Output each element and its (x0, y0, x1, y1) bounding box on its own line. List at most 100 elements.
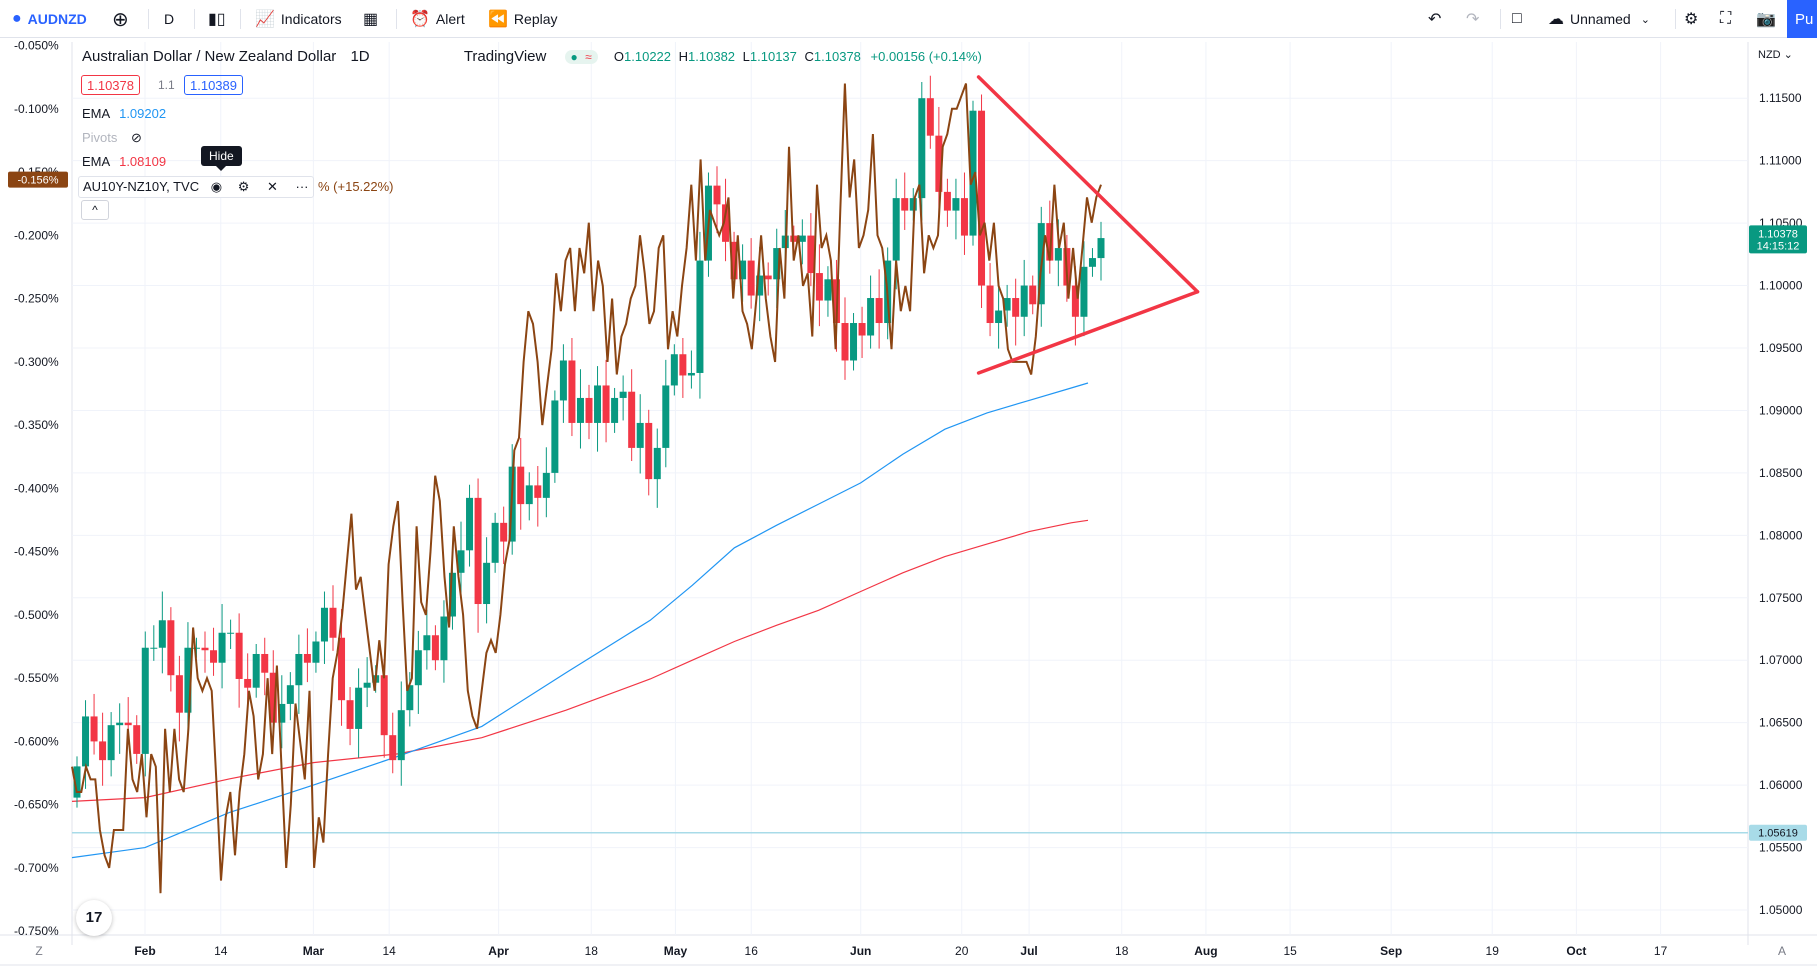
symbol-search-button[interactable]: ● AUDNZD (12, 0, 87, 38)
candle-body[interactable] (175, 675, 183, 713)
candle-body[interactable] (141, 647, 149, 754)
candle-body[interactable] (312, 641, 320, 663)
market-status-badge[interactable]: ● ≈ (564, 50, 598, 64)
candle-body[interactable] (841, 323, 849, 361)
candle-body[interactable] (448, 572, 456, 617)
candle-body[interactable] (576, 397, 584, 423)
legend-ema-blue[interactable]: EMA 1.09202 (82, 106, 167, 121)
candle-body[interactable] (90, 716, 98, 742)
layout-menu-button[interactable]: ☁ Unnamed ⌄ (1548, 0, 1656, 38)
tradingview-logo[interactable]: 17 (76, 900, 112, 936)
candle-body[interactable] (670, 354, 678, 386)
settings-button[interactable]: ⚙ (1684, 0, 1704, 38)
buy-price-button[interactable]: 1.10389 (184, 75, 243, 95)
legend-pivots[interactable]: Pivots ⊘ (82, 130, 142, 145)
triangle-drawing[interactable] (976, 75, 1200, 375)
candle-body[interactable] (1088, 258, 1096, 267)
candle-body[interactable] (363, 682, 371, 688)
candle-body[interactable] (355, 687, 363, 729)
candle-body[interactable] (739, 260, 747, 280)
candle-body[interactable] (602, 385, 610, 423)
candle-body[interactable] (252, 653, 260, 688)
candle-body[interactable] (636, 422, 644, 448)
triangle-trendline[interactable] (976, 290, 1200, 375)
legend-ema-red[interactable]: EMA 1.08109 (82, 154, 167, 169)
candle-body[interactable] (542, 472, 550, 498)
candle-body[interactable] (116, 722, 124, 726)
interval-button[interactable]: D (164, 0, 174, 38)
fullscreen-square-button[interactable]: □ (1512, 0, 1528, 38)
candle-body[interactable] (414, 650, 422, 686)
candle-body[interactable] (628, 391, 636, 448)
candle-body[interactable] (483, 562, 491, 605)
ema-blue-line[interactable] (71, 382, 1089, 859)
ema-red-line[interactable] (71, 519, 1089, 802)
right-price-axis[interactable]: 1.115001.110001.105001.100001.095001.090… (1758, 49, 1803, 917)
candle-body[interactable] (320, 607, 328, 642)
candle-body[interactable] (133, 725, 141, 754)
candle-body[interactable] (790, 235, 798, 242)
candle-body[interactable] (756, 275, 764, 296)
redo-button[interactable]: ↷ (1466, 0, 1485, 38)
candle-body[interactable] (466, 497, 474, 551)
gear-icon[interactable]: ⚙ (237, 179, 250, 194)
sell-price-button[interactable]: 1.10378 (81, 75, 140, 95)
candle-body[interactable] (380, 675, 388, 736)
candle-body[interactable] (244, 678, 252, 688)
timezone-button[interactable]: Z (35, 944, 42, 958)
candle-body[interactable] (559, 360, 567, 401)
indicators-button[interactable]: 📈 Indicators (255, 0, 342, 38)
candle-body[interactable] (1003, 298, 1011, 311)
compare-series-line[interactable] (71, 83, 1102, 894)
snapshot-button[interactable]: 📷 (1756, 0, 1782, 38)
candle-body[interactable] (73, 766, 81, 798)
candle-body[interactable] (978, 110, 986, 286)
candle-body[interactable] (858, 323, 866, 336)
candle-body[interactable] (918, 98, 926, 199)
candle-body[interactable] (764, 275, 772, 280)
candle-body[interactable] (184, 647, 192, 713)
candle-body[interactable] (1097, 238, 1105, 259)
candle-body[interactable] (406, 685, 414, 711)
auto-scale-button[interactable]: A (1778, 944, 1786, 958)
publish-button[interactable]: Pu (1787, 0, 1817, 38)
candle-body[interactable] (943, 191, 951, 211)
currency-label[interactable]: NZD ⌄ (1758, 49, 1793, 61)
candle-body[interactable] (491, 522, 499, 563)
candle-body[interactable] (167, 620, 175, 676)
candle-body[interactable] (431, 635, 439, 661)
candle-body[interactable] (986, 285, 994, 324)
candle-body[interactable] (1029, 285, 1037, 305)
candle-body[interactable] (892, 198, 900, 261)
candle-body[interactable] (474, 497, 482, 605)
eye-icon[interactable]: ◉ (210, 179, 223, 194)
candle-body[interactable] (303, 653, 311, 663)
candle-body[interactable] (338, 637, 346, 701)
candle-body[interactable] (295, 653, 303, 686)
candle-body[interactable] (457, 550, 465, 573)
candle-body[interactable] (500, 522, 508, 542)
legend-title-row[interactable]: Australian Dollar / New Zealand Dollar 1… (82, 48, 982, 65)
candle-body[interactable] (210, 650, 218, 663)
candle-body[interactable] (423, 635, 431, 651)
candle-body[interactable] (730, 241, 738, 280)
candle-body[interactable] (218, 632, 226, 663)
candle-body[interactable] (1012, 298, 1020, 317)
candle-body[interactable] (713, 185, 721, 205)
candle-body[interactable] (269, 672, 277, 723)
candle-body[interactable] (227, 632, 235, 634)
candle-body[interactable] (534, 485, 542, 498)
close-icon[interactable]: ✕ (266, 179, 278, 194)
candle-body[interactable] (926, 98, 934, 136)
candle-body[interactable] (594, 385, 602, 423)
candle-body[interactable] (1054, 248, 1062, 261)
candle-body[interactable] (150, 647, 158, 649)
candle-body[interactable] (1080, 266, 1088, 317)
candle-body[interactable] (815, 273, 823, 301)
candle-body[interactable] (867, 298, 875, 336)
legend-compare-row[interactable]: AU10Y-NZ10Y, TVC ◉ ⚙ ✕ ··· (78, 176, 314, 198)
candle-body[interactable] (798, 235, 806, 242)
candle-body[interactable] (824, 279, 832, 301)
candle-body[interactable] (960, 198, 968, 236)
